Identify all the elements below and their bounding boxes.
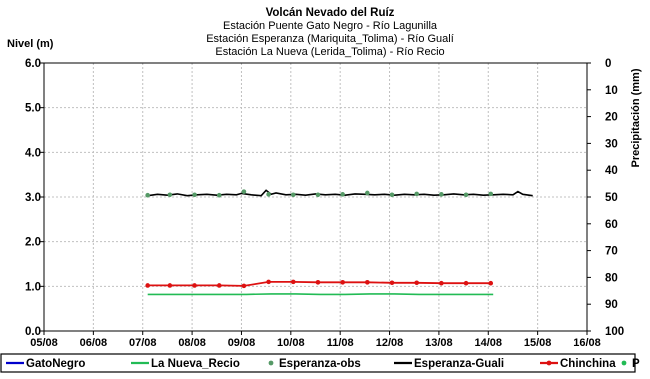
y2-tick-label: 100	[605, 326, 624, 338]
y2-tick-label: 70	[605, 246, 618, 258]
legend: GatoNegro La Nueva_Recio Esperanza-obs Espe…	[6, 358, 640, 370]
series-line-la-nueva-recio	[147, 293, 494, 296]
series-point-chinchina	[414, 280, 419, 286]
axes: 05/08 06/08 07/08 08/08 09/08 10/08 11/08 12/08…	[25, 58, 624, 349]
x-tick-label: 09/08	[228, 337, 256, 349]
series-point-chinchina	[365, 280, 370, 285]
legend-marker-esperanza-obs	[268, 360, 274, 366]
series-point-esperanza-obs	[192, 192, 197, 198]
y2-tick-label: 60	[605, 219, 618, 231]
y2-tick-label: 10	[605, 85, 618, 97]
series-point-esperanza-obs	[340, 192, 345, 197]
x-tick-label: 15/08	[524, 337, 552, 349]
y-tick-label: 2.0	[25, 237, 41, 249]
y-tick-label: 6.0	[25, 58, 41, 70]
legend-label-p: P	[632, 358, 640, 370]
series-point-esperanza-obs	[266, 192, 271, 197]
x-tick-label: 13/08	[425, 337, 453, 349]
series-point-chinchina	[463, 280, 469, 286]
series-line-esperanza-guali	[147, 189, 533, 197]
legend-box	[0, 353, 636, 373]
series-point-esperanza-obs	[365, 190, 370, 196]
series-point-esperanza-obs	[439, 192, 444, 197]
series-point-esperanza-obs	[145, 192, 150, 198]
x-tick-label: 06/08	[80, 337, 108, 349]
series-point-chinchina	[266, 279, 271, 285]
y2-tick-label: 0	[605, 58, 611, 70]
series-point-esperanza-obs	[414, 191, 419, 197]
series-point-chinchina	[241, 283, 247, 289]
series-point-esperanza-obs	[241, 189, 247, 194]
series-layer	[145, 189, 533, 296]
series-point-chinchina	[192, 283, 197, 288]
series-point-esperanza-obs	[488, 191, 494, 197]
series-point-chinchina	[488, 280, 494, 286]
series-point-esperanza-obs	[216, 192, 222, 198]
y-tick-label: 4.0	[25, 147, 41, 159]
y2-tick-label: 20	[605, 112, 618, 124]
series-point-esperanza-obs	[389, 192, 395, 198]
chart-title-line-2: Estación Puente Gato Negro - Río Lagunil…	[223, 20, 438, 32]
series-point-chinchina	[167, 283, 173, 288]
legend-marker-dot-chinchina	[546, 360, 552, 366]
x-tick-label: 12/08	[376, 337, 404, 349]
x-tick-label: 10/08	[277, 337, 305, 349]
legend-label-la-nueva-recio: La Nueva_Recio	[151, 358, 240, 370]
x-tick-label: 08/08	[178, 337, 206, 349]
y2-axis-label: Precipitación (mm)	[630, 68, 642, 167]
series-point-chinchina	[439, 280, 444, 286]
chart-title-line-1: Volcán Nevado del Ruíz	[266, 7, 395, 19]
series-point-esperanza-obs	[463, 192, 469, 198]
series-point-chinchina	[145, 283, 150, 288]
series-point-esperanza-obs	[290, 192, 296, 198]
x-tick-label: 07/08	[129, 337, 157, 349]
y-axis-label: Nivel (m)	[7, 38, 54, 50]
x-tick-label: 14/08	[475, 337, 503, 349]
grid	[44, 63, 587, 331]
y-tick-label: 0.0	[25, 326, 41, 338]
series-point-chinchina	[340, 280, 345, 285]
legend-marker-p	[621, 360, 627, 366]
series-point-chinchina	[315, 280, 321, 285]
y-tick-label: 5.0	[25, 103, 41, 115]
chart-title-line-4: Estación La Nueva (Lerida_Tolima) - Río …	[215, 46, 444, 58]
x-tick-label: 11/08	[327, 337, 354, 349]
legend-label-esperanza-obs: Esperanza-obs	[279, 358, 361, 370]
series-point-chinchina	[290, 279, 296, 285]
series-point-chinchina	[389, 280, 395, 286]
y-tick-label: 3.0	[25, 192, 41, 204]
legend-label-esperanza-guali: Esperanza-Guali	[414, 358, 504, 370]
y2-tick-label: 80	[605, 272, 618, 284]
y2-tick-label: 50	[605, 192, 618, 204]
series-point-esperanza-obs	[315, 192, 321, 198]
y-tick-label: 1.0	[25, 281, 41, 293]
x-tick-label: 05/08	[30, 337, 58, 349]
x-tick-label: 16/08	[573, 337, 601, 349]
chart-title-line-3: Estación Esperanza (Mariquita_Tolima) - …	[206, 33, 454, 45]
y2-tick-label: 90	[605, 299, 618, 311]
legend-label-gatonegro: GatoNegro	[26, 358, 85, 370]
series-point-esperanza-obs	[167, 192, 173, 198]
y2-tick-label: 40	[605, 165, 618, 177]
y2-tick-label: 30	[605, 138, 618, 150]
legend-label-chinchina: Chinchina	[560, 358, 616, 370]
series-point-chinchina	[216, 283, 222, 288]
